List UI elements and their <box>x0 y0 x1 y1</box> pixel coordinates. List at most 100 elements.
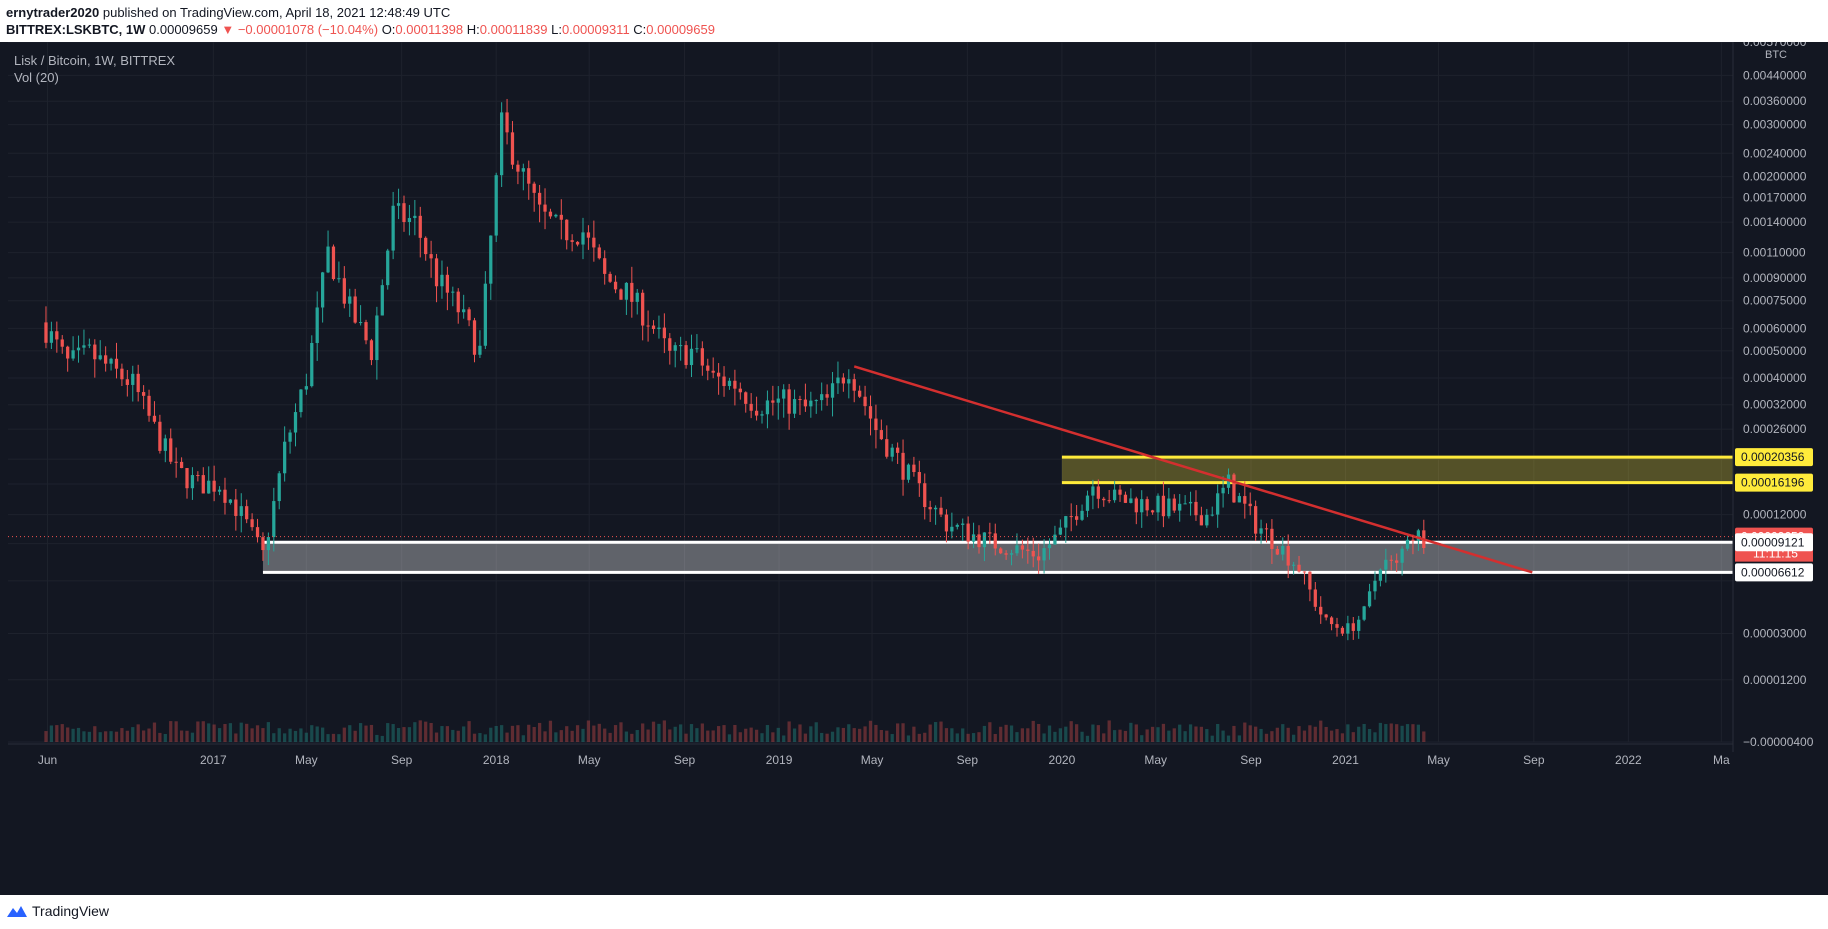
candle-body <box>104 355 108 364</box>
volume-bar <box>467 721 471 742</box>
volume-bar <box>1210 735 1214 742</box>
volume-bar <box>375 734 379 742</box>
volume-bar <box>1123 730 1128 742</box>
volume-bar <box>1378 722 1383 742</box>
high-label: H: <box>466 22 480 37</box>
candle-body <box>489 235 493 284</box>
candle-body <box>961 523 965 525</box>
volume-bar <box>141 730 146 742</box>
candle-body <box>1085 495 1090 511</box>
volume-bar <box>293 730 298 742</box>
volume-bar <box>787 721 791 742</box>
candle-body <box>1291 564 1296 566</box>
volume-bar <box>944 728 949 742</box>
volume-bar <box>1259 728 1263 742</box>
candle-body <box>1156 495 1160 513</box>
volume-indicator-label[interactable]: Vol (20) <box>14 70 59 85</box>
volume-bar <box>543 731 547 742</box>
candle-body <box>190 475 195 489</box>
symbol-label[interactable]: BITTREX:LSKBTC, 1W <box>6 22 146 37</box>
volume-bar <box>999 726 1003 742</box>
high-value: 0.00011839 <box>479 22 548 37</box>
volume-bar <box>380 735 384 742</box>
candle-body <box>1042 548 1046 561</box>
candle-body <box>1281 546 1285 555</box>
candle-body <box>1340 627 1345 634</box>
candle-body <box>1183 503 1187 505</box>
drawings[interactable] <box>8 365 1733 574</box>
publish-line: ernytrader2020 published on TradingView.… <box>6 5 450 20</box>
x-tick-label: Sep <box>957 753 979 767</box>
candle-body <box>928 507 932 510</box>
candle-body <box>933 507 938 510</box>
candle-body <box>1118 489 1122 495</box>
tradingview-brand[interactable]: TradingView <box>6 903 109 919</box>
candle-body <box>158 421 162 451</box>
volume-bar <box>288 728 292 742</box>
candle-body <box>1395 560 1399 563</box>
axes[interactable]: 0.00570000 0.00440000 0.00360000 0.00300000… <box>8 42 1814 767</box>
candle-body <box>988 532 992 534</box>
candle-body <box>1145 499 1149 511</box>
candle-body <box>163 438 167 451</box>
candle-body <box>310 342 314 387</box>
candle-body <box>760 414 764 416</box>
candle-body <box>478 345 482 355</box>
volume-bar <box>890 734 894 742</box>
candle-body <box>391 205 395 251</box>
candle-body <box>1064 516 1068 528</box>
volume-bar <box>928 724 932 742</box>
volume-bar <box>1009 725 1014 742</box>
volume-bar <box>418 720 422 742</box>
candle-body <box>1221 487 1225 494</box>
volume-bar <box>765 725 770 742</box>
candle-body <box>1373 580 1377 592</box>
author-name[interactable]: ernytrader2020 <box>6 5 100 20</box>
candle-body <box>1411 539 1415 541</box>
volume-bar <box>711 730 715 742</box>
volume-bar <box>597 723 601 742</box>
volume-bar <box>283 733 287 742</box>
support-zone <box>262 542 1733 573</box>
candle-body <box>174 461 178 463</box>
volume-bar <box>136 724 140 742</box>
volume-bar <box>87 731 91 742</box>
volume-bar <box>179 730 184 742</box>
candle-body <box>890 447 894 457</box>
candle-body <box>472 320 477 355</box>
volume-bar <box>66 727 70 742</box>
volume-bar <box>662 720 666 742</box>
volume-bar <box>250 728 254 742</box>
candle-body <box>1107 500 1111 502</box>
price-chart[interactable]: 0.00570000 0.00440000 0.00360000 0.00300000… <box>0 42 1828 895</box>
volume-bar <box>586 720 591 742</box>
candle-body <box>93 344 97 360</box>
volume-bar <box>1015 732 1019 742</box>
volume-bar <box>402 727 406 742</box>
candle-body <box>82 345 86 348</box>
candle-body <box>635 292 639 302</box>
price-zones[interactable] <box>262 455 1733 574</box>
volume-bar <box>565 726 569 742</box>
volume-bar <box>1405 724 1410 742</box>
volume-bar <box>494 725 498 742</box>
candle-body <box>543 204 547 212</box>
candle-body <box>548 211 553 217</box>
volume-bar <box>1042 733 1046 742</box>
volume-bar <box>619 722 623 742</box>
candle-body <box>1237 496 1241 503</box>
series-title[interactable]: Lisk / Bitcoin, 1W, BITTREX <box>14 53 176 68</box>
candle-body <box>1123 494 1128 503</box>
volume-bar <box>1221 730 1225 742</box>
candle-body <box>337 278 341 280</box>
volume-bar <box>1118 729 1122 742</box>
candle-body <box>608 273 612 282</box>
candle-body <box>662 327 666 339</box>
volume-bar <box>131 727 135 742</box>
volume-bar <box>613 725 618 742</box>
volume-bar <box>272 733 276 742</box>
volume-bar <box>331 733 336 742</box>
volume-bar <box>971 733 976 742</box>
volume-bar <box>255 725 260 742</box>
x-tick-label: Sep <box>1240 753 1262 767</box>
